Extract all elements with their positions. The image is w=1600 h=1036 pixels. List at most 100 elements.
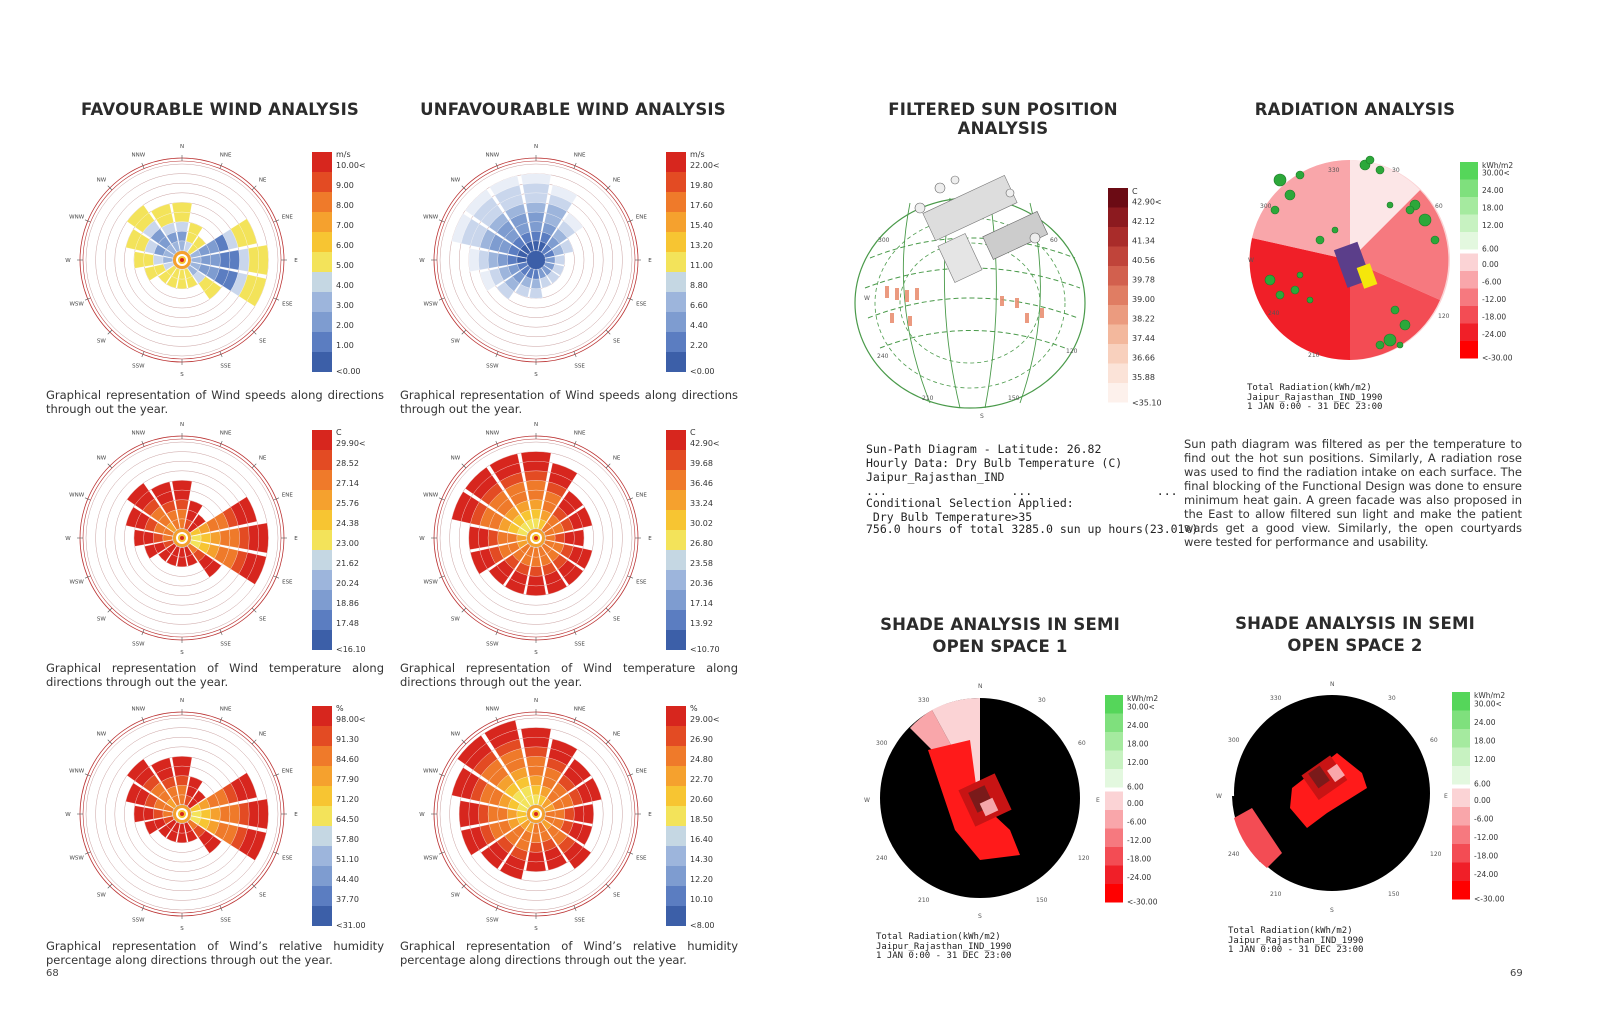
sun-legend-label: 36.66 [1132, 354, 1155, 363]
compass-label-se: SE [259, 893, 266, 899]
rose-petal [520, 727, 552, 739]
rose-petal [525, 202, 547, 213]
legend-label: 30.02 [690, 519, 713, 528]
shade1-caption-line: 1 JAN 0:00 - 31 DEC 23:00 [876, 951, 1012, 961]
legend-label: 18.86 [336, 599, 359, 608]
rose-petal [192, 514, 206, 528]
rose-petal [507, 808, 518, 820]
rose-petal [552, 264, 565, 276]
legend-label: 23.00 [336, 539, 359, 548]
rose-petal [560, 239, 574, 254]
legend-swatch [666, 866, 686, 886]
tree-marker [1390, 305, 1400, 315]
legend-label: 20.36 [690, 579, 713, 588]
compass-label-ene: ENE [282, 492, 294, 498]
rad-legend-label: 6.00 [1482, 245, 1499, 254]
legend-label: 16.40 [690, 835, 713, 844]
shade2-angle-150: 150 [1388, 891, 1400, 898]
rad-legend-label: -24.00 [1482, 330, 1506, 339]
rose-petal [158, 824, 172, 838]
legend-label: 6.00 [336, 241, 354, 250]
legend-swatch [312, 550, 332, 570]
legend-unit: C [336, 428, 342, 437]
compass-label-sw: SW [97, 339, 106, 345]
rad-legend-swatch-red [1460, 253, 1478, 271]
rose-petal [238, 526, 250, 550]
rose-petal [175, 499, 189, 510]
shade1-caption-line: Jaipur_Rajasthan_IND_1990 [876, 941, 1012, 952]
compass-label-wsw: WSW [423, 580, 438, 586]
rose-petal [166, 276, 178, 289]
legend-swatch [666, 490, 686, 510]
rose-petal [564, 807, 575, 821]
legend-swatch [666, 726, 686, 746]
rose-petal [460, 828, 480, 856]
rose-petal [238, 802, 250, 826]
rose-petal [546, 270, 560, 284]
compass-label-ssw: SSW [132, 363, 145, 369]
rad-legend-swatch-green [1105, 732, 1123, 751]
rad-legend-label: 0.00 [1474, 796, 1491, 805]
legend-label: 10.00< [336, 161, 366, 170]
rad-legend-swatch-green [1460, 179, 1478, 197]
radiation-rose: 240 W 300 330 30 60 120 210 kWh/m230.00<… [1248, 155, 1513, 363]
legend-swatch [666, 510, 686, 530]
rose-petal [166, 830, 178, 843]
sun-legend-label: <35.10 [1132, 399, 1162, 408]
compass-label-n: N [180, 698, 184, 704]
legend-label: 84.60 [336, 755, 359, 764]
rad-legend-label: 12.00 [1482, 221, 1504, 230]
legend-swatch [312, 886, 332, 906]
legend-label: 57.80 [336, 835, 359, 844]
rose-petal [459, 800, 470, 828]
legend-label: 91.30 [336, 735, 359, 744]
rose-petal [173, 765, 191, 777]
tree-marker [1418, 213, 1432, 227]
rad-legend-label: 30.00< [1474, 700, 1502, 709]
legend-label: 3.00 [336, 301, 354, 310]
rad-legend-swatch-red [1460, 288, 1478, 306]
tree-marker [1331, 226, 1339, 234]
shade2-angle-n: N [1330, 681, 1335, 688]
compass-label-w: W [65, 536, 71, 542]
legend-swatch [312, 570, 332, 590]
shade1-angle-120: 120 [1078, 855, 1090, 862]
compass-label-n: N [534, 698, 538, 704]
rad-legend-swatch-red [1105, 810, 1123, 829]
shade1-angle-e: E [1096, 797, 1100, 804]
rad-legend-label: 0.00 [1127, 799, 1144, 808]
rose-petal [468, 802, 480, 826]
rad-legend-swatch-red [1460, 341, 1478, 359]
legend-label: 51.10 [336, 855, 359, 864]
legend-label: 36.46 [690, 479, 713, 488]
tree-marker [1315, 235, 1325, 245]
rose-petal [497, 807, 508, 821]
compass-label-ssw: SSW [132, 641, 145, 647]
rose-petal [126, 204, 150, 228]
rose-petal [200, 254, 211, 266]
rad-legend-label: -18.00 [1482, 313, 1506, 322]
rose-petal [203, 559, 222, 578]
page-number-right: 69 [1510, 968, 1523, 979]
rad-legend-swatch-green [1452, 692, 1470, 711]
sun-legend-swatch [1108, 305, 1128, 325]
legend-label: 8.00 [336, 201, 354, 210]
rose-petal [150, 757, 172, 774]
legend-label: 17.48 [336, 619, 359, 628]
legend-swatch [666, 352, 686, 372]
rose-petal [143, 253, 154, 267]
legend-label: 71.20 [336, 795, 359, 804]
rose-petal [563, 565, 584, 586]
rose-petal [488, 565, 509, 586]
rad-legend-swatch-red [1452, 862, 1470, 881]
legend-swatch [312, 630, 332, 650]
sun-legend-label: 39.78 [1132, 276, 1155, 285]
legend-swatch [312, 272, 332, 292]
sun-text-line: Dry Bulb Temperature>35 [866, 510, 1033, 524]
legend-label: <8.00 [690, 921, 715, 930]
compass-label-nw: NW [451, 731, 461, 737]
rose-petal [465, 189, 493, 217]
rose-petal [487, 529, 499, 547]
compass-label-nne: NNE [574, 707, 586, 713]
legend-swatch [312, 470, 332, 490]
